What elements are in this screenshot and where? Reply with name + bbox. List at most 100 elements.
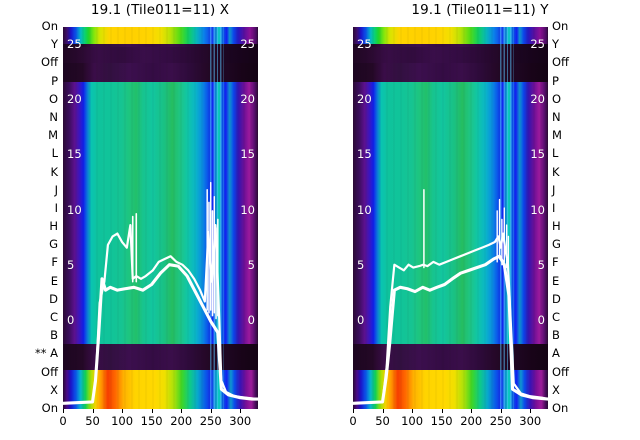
- x-tick-label-0: 0: [59, 414, 67, 428]
- ytick-inner-right-25: 25: [530, 37, 545, 51]
- ytick-inner-left-0: 0: [357, 313, 365, 327]
- x-tick-mark-250: [210, 409, 212, 413]
- ytick-inner-left-25: 25: [67, 37, 82, 51]
- ytick-inner-right-0: 0: [537, 313, 545, 327]
- ytick-inner-right-15: 15: [530, 147, 545, 161]
- category-label-i: I: [552, 200, 556, 215]
- category-label-l: L: [51, 146, 58, 161]
- ytick-inner-right-0: 0: [247, 313, 255, 327]
- ytick-inner-right-5: 5: [537, 258, 545, 272]
- category-label-i: I: [54, 200, 58, 215]
- x-tick-mark-300: [240, 409, 242, 413]
- category-label-p: P: [552, 73, 559, 88]
- category-label-n: N: [49, 109, 58, 124]
- heatmap-striations: [63, 27, 258, 409]
- category-label-f: F: [552, 255, 559, 270]
- category-label-y: Y: [50, 37, 58, 52]
- x-tick-label-150: 150: [430, 414, 453, 428]
- panel-y-heatmap: 25 20 15 10 5 0 25 20 15 10 5 0: [353, 27, 548, 409]
- category-label-h: H: [552, 219, 561, 234]
- heatmap-striations: [353, 27, 548, 409]
- overlay-traces-x: [63, 27, 258, 409]
- category-label-on: On: [41, 401, 58, 415]
- category-label-l: L: [552, 146, 559, 161]
- category-label-c: C: [49, 310, 58, 325]
- category-label-x: X: [50, 382, 58, 397]
- ytick-inner-left-25: 25: [357, 37, 372, 51]
- category-label-g: G: [49, 237, 58, 252]
- category-label-off: Off: [552, 364, 569, 379]
- category-label-o: O: [48, 91, 58, 106]
- ytick-inner-left-15: 15: [357, 147, 372, 161]
- category-label-j: J: [54, 182, 58, 197]
- category-label-off: Off: [41, 364, 58, 379]
- ytick-inner-left-15: 15: [67, 147, 82, 161]
- x-tick-label-50: 50: [85, 414, 100, 428]
- band-main-body: [63, 82, 258, 344]
- ytick-inner-right-10: 10: [530, 203, 545, 217]
- category-label-a: A: [552, 346, 560, 361]
- category-label-g: G: [552, 237, 561, 252]
- category-label-y: Y: [552, 37, 560, 52]
- category-label-m: M: [552, 128, 562, 143]
- ytick-inner-right-5: 5: [247, 258, 255, 272]
- x-tick-mark-250: [500, 409, 502, 413]
- x-tick-mark-100: [412, 409, 414, 413]
- panel-x: 19.1 (Tile011=11) X 25: [34, 2, 258, 428]
- x-tick-label-200: 200: [460, 414, 483, 428]
- x-tick-label-100: 100: [401, 414, 424, 428]
- ytick-inner-left-20: 20: [357, 92, 372, 106]
- x-tick-label-250: 250: [489, 414, 512, 428]
- panel-x-heatmap: 25 20 15 10 5 0 25 20 15 10 5 0: [63, 27, 258, 409]
- x-tick-label-250: 250: [199, 414, 222, 428]
- category-label-off: Off: [552, 55, 569, 70]
- ytick-inner-left-10: 10: [67, 203, 82, 217]
- category-label-d: D: [552, 291, 561, 306]
- x-tick-mark-300: [530, 409, 532, 413]
- x-tick-label-100: 100: [111, 414, 134, 428]
- x-tick-mark-200: [471, 409, 473, 413]
- ytick-inner-left-20: 20: [67, 92, 82, 106]
- x-tick-mark-150: [151, 409, 153, 413]
- category-label-k: K: [552, 164, 560, 179]
- overlay-traces-y: [353, 27, 548, 409]
- category-label-e: E: [50, 273, 58, 288]
- ytick-inner-left-5: 5: [67, 258, 75, 272]
- x-tick-label-50: 50: [375, 414, 390, 428]
- category-label-on: On: [552, 19, 569, 33]
- category-label-k: K: [50, 164, 58, 179]
- x-tick-label-150: 150: [140, 414, 163, 428]
- category-label-on: On: [41, 19, 58, 33]
- panel-y-title: 19.1 (Tile011=11) Y: [411, 2, 549, 18]
- x-tick-label-0: 0: [349, 414, 357, 428]
- category-label-c: C: [552, 310, 561, 325]
- x-tick-mark-50: [92, 409, 94, 413]
- category-label-n: N: [552, 109, 561, 124]
- category-label-off: Off: [41, 55, 58, 70]
- x-tick-mark-0: [353, 409, 354, 413]
- x-tick-mark-50: [382, 409, 384, 413]
- panel-x-title: 19.1 (Tile011=11) X: [90, 2, 230, 18]
- x-tick-mark-100: [122, 409, 124, 413]
- x-tick-mark-200: [181, 409, 183, 413]
- ytick-inner-left-10: 10: [357, 203, 372, 217]
- ytick-inner-right-25: 25: [240, 37, 255, 51]
- category-label-f: F: [51, 255, 58, 270]
- band-lower-gap: [353, 344, 548, 370]
- category-label-x: X: [552, 382, 560, 397]
- panel-y: 19.1 (Tile011=11) Y 25: [320, 0, 640, 440]
- x-tick-mark-0: [63, 409, 64, 413]
- category-label-starstar-a: ** A: [34, 346, 58, 361]
- category-label-e: E: [552, 273, 560, 288]
- ytick-inner-left-0: 0: [67, 313, 75, 327]
- category-label-on: On: [552, 401, 569, 415]
- category-label-h: H: [49, 219, 58, 234]
- band-main-body: [353, 82, 548, 344]
- ytick-inner-right-10: 10: [240, 203, 255, 217]
- x-tick-label-300: 300: [519, 414, 542, 428]
- ytick-inner-left-5: 5: [357, 258, 365, 272]
- category-label-o: O: [552, 91, 562, 106]
- x-tick-label-300: 300: [229, 414, 252, 428]
- ytick-inner-right-15: 15: [240, 147, 255, 161]
